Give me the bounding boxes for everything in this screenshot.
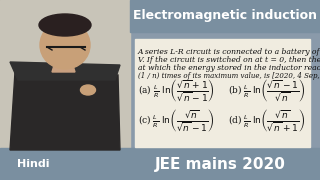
- Text: (b) $\frac{L}{R}\ \ln\!\left(\dfrac{\sqrt{n}-1}{\sqrt{n}}\right)$: (b) $\frac{L}{R}\ \ln\!\left(\dfrac{\sqr…: [228, 78, 305, 104]
- Bar: [130, 0, 320, 180]
- Text: JEE mains 2020: JEE mains 2020: [155, 156, 285, 172]
- Bar: [0, 148, 320, 180]
- Polygon shape: [52, 62, 75, 72]
- Text: V. If the circuit is switched on at t = 0, then the time: V. If the circuit is switched on at t = …: [138, 56, 320, 64]
- Text: (c) $\frac{L}{R}\ \ln\!\left(\dfrac{\sqrt{n}}{\sqrt{n}-1}\right)$: (c) $\frac{L}{R}\ \ln\!\left(\dfrac{\sqr…: [138, 108, 215, 134]
- Text: (a) $\frac{L}{R}\ \ln\!\left(\dfrac{\sqrt{n}+1}{\sqrt{n}-1}\right)$: (a) $\frac{L}{R}\ \ln\!\left(\dfrac{\sqr…: [138, 78, 215, 104]
- Ellipse shape: [39, 14, 91, 36]
- Text: Hindi: Hindi: [17, 159, 49, 169]
- Text: at which the energy stored in the inductor reaches: at which the energy stored in the induct…: [138, 64, 320, 72]
- Polygon shape: [10, 72, 120, 150]
- Ellipse shape: [81, 85, 95, 95]
- Text: A series L-R circuit is connected to a battery of emf: A series L-R circuit is connected to a b…: [138, 48, 320, 56]
- Bar: [0, 0, 130, 150]
- Bar: [135, 39, 310, 147]
- Polygon shape: [10, 62, 120, 80]
- Bar: [130, 0, 320, 32]
- Text: (d) $\frac{L}{R}\ \ln\!\left(\dfrac{\sqrt{n}}{\sqrt{n}+1}\right)$: (d) $\frac{L}{R}\ \ln\!\left(\dfrac{\sqr…: [228, 108, 305, 134]
- Ellipse shape: [40, 21, 90, 69]
- Text: Electromagnetic induction: Electromagnetic induction: [133, 10, 317, 22]
- Bar: [0, 0, 130, 180]
- Text: (1 / n) times of its maximum value, is [2020, 4 Sep, Shift-II]: (1 / n) times of its maximum value, is […: [138, 72, 320, 80]
